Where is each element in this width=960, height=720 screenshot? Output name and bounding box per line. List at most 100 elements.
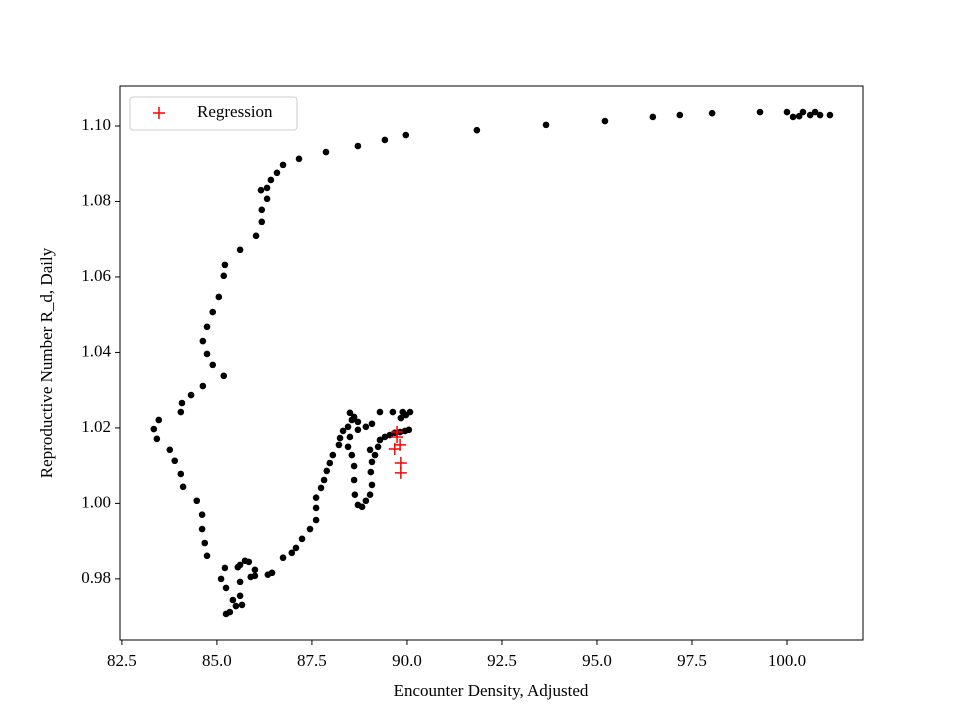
data-point xyxy=(312,516,320,524)
data-point xyxy=(322,148,330,156)
data-point xyxy=(312,494,320,502)
data-point xyxy=(177,408,185,416)
data-point xyxy=(789,113,797,121)
data-point xyxy=(220,272,228,280)
data-point xyxy=(178,399,186,407)
data-point xyxy=(326,459,334,467)
data-point xyxy=(366,446,374,454)
data-point xyxy=(362,423,370,431)
data-point xyxy=(236,246,244,254)
legend-marker xyxy=(153,107,165,119)
data-point xyxy=(236,592,244,600)
data-point xyxy=(406,408,414,416)
data-point xyxy=(298,535,306,543)
data-point xyxy=(367,468,375,476)
data-point xyxy=(203,350,211,358)
x-tick-label: 95.0 xyxy=(582,651,612,670)
y-axis-label: Reproductive Number R_d, Daily xyxy=(37,247,56,478)
y-tick-label: 1.10 xyxy=(81,115,111,134)
data-point xyxy=(263,195,271,203)
data-point xyxy=(187,391,195,399)
data-point xyxy=(339,427,347,435)
data-point xyxy=(221,564,229,572)
data-point xyxy=(179,483,187,491)
data-point xyxy=(268,569,276,577)
data-point xyxy=(288,549,296,557)
data-point xyxy=(150,425,158,433)
data-point xyxy=(279,554,287,562)
data-point xyxy=(279,161,287,169)
data-point xyxy=(368,481,376,489)
y-tick-label: 1.06 xyxy=(81,266,111,285)
data-point xyxy=(199,337,207,345)
x-axis-label: Encounter Density, Adjusted xyxy=(394,681,589,700)
data-point xyxy=(232,602,240,610)
data-point xyxy=(368,458,376,466)
data-point xyxy=(542,121,550,129)
legend-box xyxy=(129,96,298,131)
data-point xyxy=(405,426,413,434)
data-point xyxy=(601,117,609,125)
data-point xyxy=(236,561,244,569)
data-point xyxy=(371,451,379,459)
data-point xyxy=(649,113,657,121)
x-tick-label: 100.0 xyxy=(768,651,806,670)
data-point xyxy=(368,420,376,428)
data-point xyxy=(247,573,255,581)
data-point xyxy=(389,408,397,416)
data-point xyxy=(201,539,209,547)
data-point xyxy=(312,504,320,512)
data-point xyxy=(258,218,266,226)
data-point xyxy=(153,435,161,443)
data-point xyxy=(376,436,384,444)
data-point xyxy=(209,361,217,369)
data-point xyxy=(351,491,359,499)
data-point xyxy=(335,441,343,449)
data-point xyxy=(348,451,356,459)
data-point xyxy=(391,426,404,439)
y-tick-label: 1.00 xyxy=(81,492,111,511)
data-point xyxy=(245,558,253,566)
data-point xyxy=(263,184,271,192)
data-point xyxy=(258,206,266,214)
data-point xyxy=(473,126,481,134)
y-tick-label: 1.02 xyxy=(81,417,111,436)
data-point xyxy=(346,433,354,441)
data-point xyxy=(329,451,337,459)
data-point xyxy=(273,169,281,177)
data-point xyxy=(155,416,163,424)
data-point xyxy=(221,261,229,269)
x-tick-label: 97.5 xyxy=(677,651,707,670)
data-point xyxy=(320,476,328,484)
data-point xyxy=(708,109,716,117)
data-point xyxy=(292,544,300,552)
data-point xyxy=(806,111,814,119)
data-point xyxy=(267,176,275,184)
x-tick-label: 92.5 xyxy=(487,651,517,670)
data-point xyxy=(381,136,389,144)
y-tick-label: 0.98 xyxy=(81,568,111,587)
data-point xyxy=(344,443,352,451)
data-point xyxy=(203,323,211,331)
data-point xyxy=(209,308,217,316)
data-point xyxy=(217,575,225,583)
data-point xyxy=(799,108,807,116)
data-point xyxy=(676,111,684,119)
data-point xyxy=(756,108,764,116)
data-point xyxy=(354,142,362,150)
data-point xyxy=(177,470,185,478)
data-point xyxy=(220,372,228,380)
data-point xyxy=(257,186,265,194)
data-point xyxy=(229,596,237,604)
data-point xyxy=(198,511,206,519)
data-point xyxy=(366,491,374,499)
data-point xyxy=(336,434,344,442)
data-point xyxy=(236,578,244,586)
data-point xyxy=(376,408,384,416)
data-point xyxy=(203,552,211,560)
data-point xyxy=(397,414,405,422)
data-point xyxy=(251,566,259,574)
data-point xyxy=(354,418,362,426)
data-point xyxy=(354,426,362,434)
